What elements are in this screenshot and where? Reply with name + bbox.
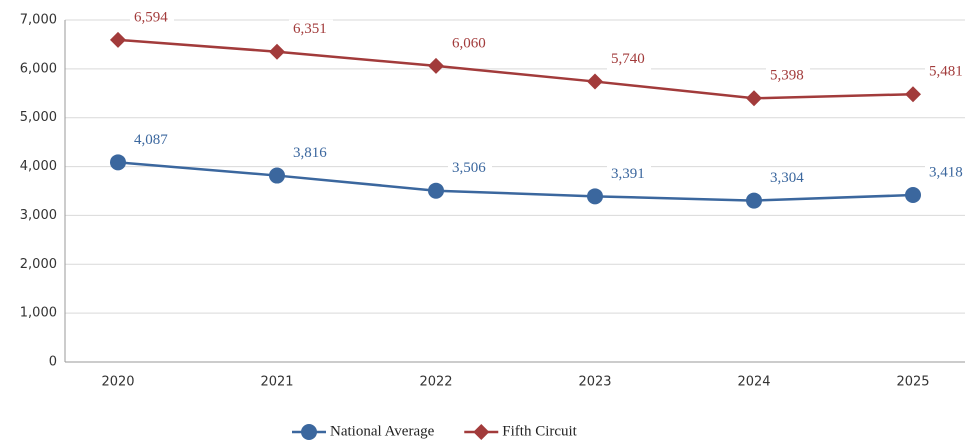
data-label: 5,398 — [770, 68, 804, 84]
label-bg — [448, 158, 492, 179]
label-bg — [130, 7, 174, 28]
data-point — [587, 73, 603, 90]
x-tick-label: 2020 — [101, 375, 134, 390]
data-label: 6,351 — [293, 21, 327, 37]
label-bg — [766, 168, 810, 189]
x-tick-label: 2021 — [260, 375, 293, 390]
legend-label: National Average — [330, 423, 435, 439]
x-tick-label: 2025 — [896, 375, 929, 390]
data-label: 4,087 — [134, 132, 168, 148]
legend-label: Fifth Circuit — [502, 423, 577, 439]
data-label: 3,506 — [452, 160, 486, 176]
data-point — [110, 154, 126, 171]
data-point — [269, 43, 285, 60]
label-bg — [925, 62, 969, 83]
x-tick-label: 2024 — [737, 375, 770, 390]
data-point — [746, 90, 762, 107]
label-bg — [289, 19, 333, 40]
legend-marker — [301, 424, 317, 440]
y-tick-label: 3,000 — [20, 208, 57, 223]
series-line — [117, 161, 914, 202]
data-label: 3,391 — [611, 166, 645, 182]
label-bg — [448, 33, 492, 54]
data-point — [428, 182, 444, 199]
label-bg — [925, 163, 969, 184]
label-bg — [766, 66, 810, 87]
label-bg — [607, 49, 651, 70]
data-label: 6,594 — [134, 9, 168, 25]
legend-item: Fifth Circuit — [464, 423, 578, 440]
data-label: 6,060 — [452, 35, 486, 51]
label-bg — [289, 143, 333, 164]
data-label: 3,418 — [929, 164, 963, 180]
y-tick-label: 2,000 — [20, 257, 57, 272]
label-bg — [607, 164, 651, 185]
data-point — [746, 192, 762, 209]
data-label: 5,481 — [929, 64, 963, 80]
y-tick-label: 7,000 — [20, 13, 57, 28]
data-label: 3,816 — [293, 145, 327, 161]
y-tick-label: 5,000 — [20, 110, 57, 125]
x-tick-label: 2022 — [419, 375, 452, 390]
legend-marker — [473, 424, 490, 440]
label-bg — [130, 130, 174, 151]
x-tick-label: 2023 — [578, 375, 611, 390]
series-line — [117, 38, 914, 100]
data-point — [428, 57, 444, 74]
y-tick-label: 6,000 — [20, 61, 57, 76]
data-label: 5,740 — [611, 51, 645, 67]
data-point — [110, 31, 126, 48]
y-tick-label: 1,000 — [20, 306, 57, 321]
data-point — [587, 188, 603, 205]
data-label: 3,304 — [770, 170, 804, 186]
legend-item: National Average — [292, 423, 435, 440]
data-point — [269, 167, 285, 184]
y-tick-label: 0 — [49, 355, 57, 370]
data-point — [905, 187, 921, 204]
data-point — [905, 86, 921, 103]
y-tick-label: 4,000 — [20, 159, 57, 174]
